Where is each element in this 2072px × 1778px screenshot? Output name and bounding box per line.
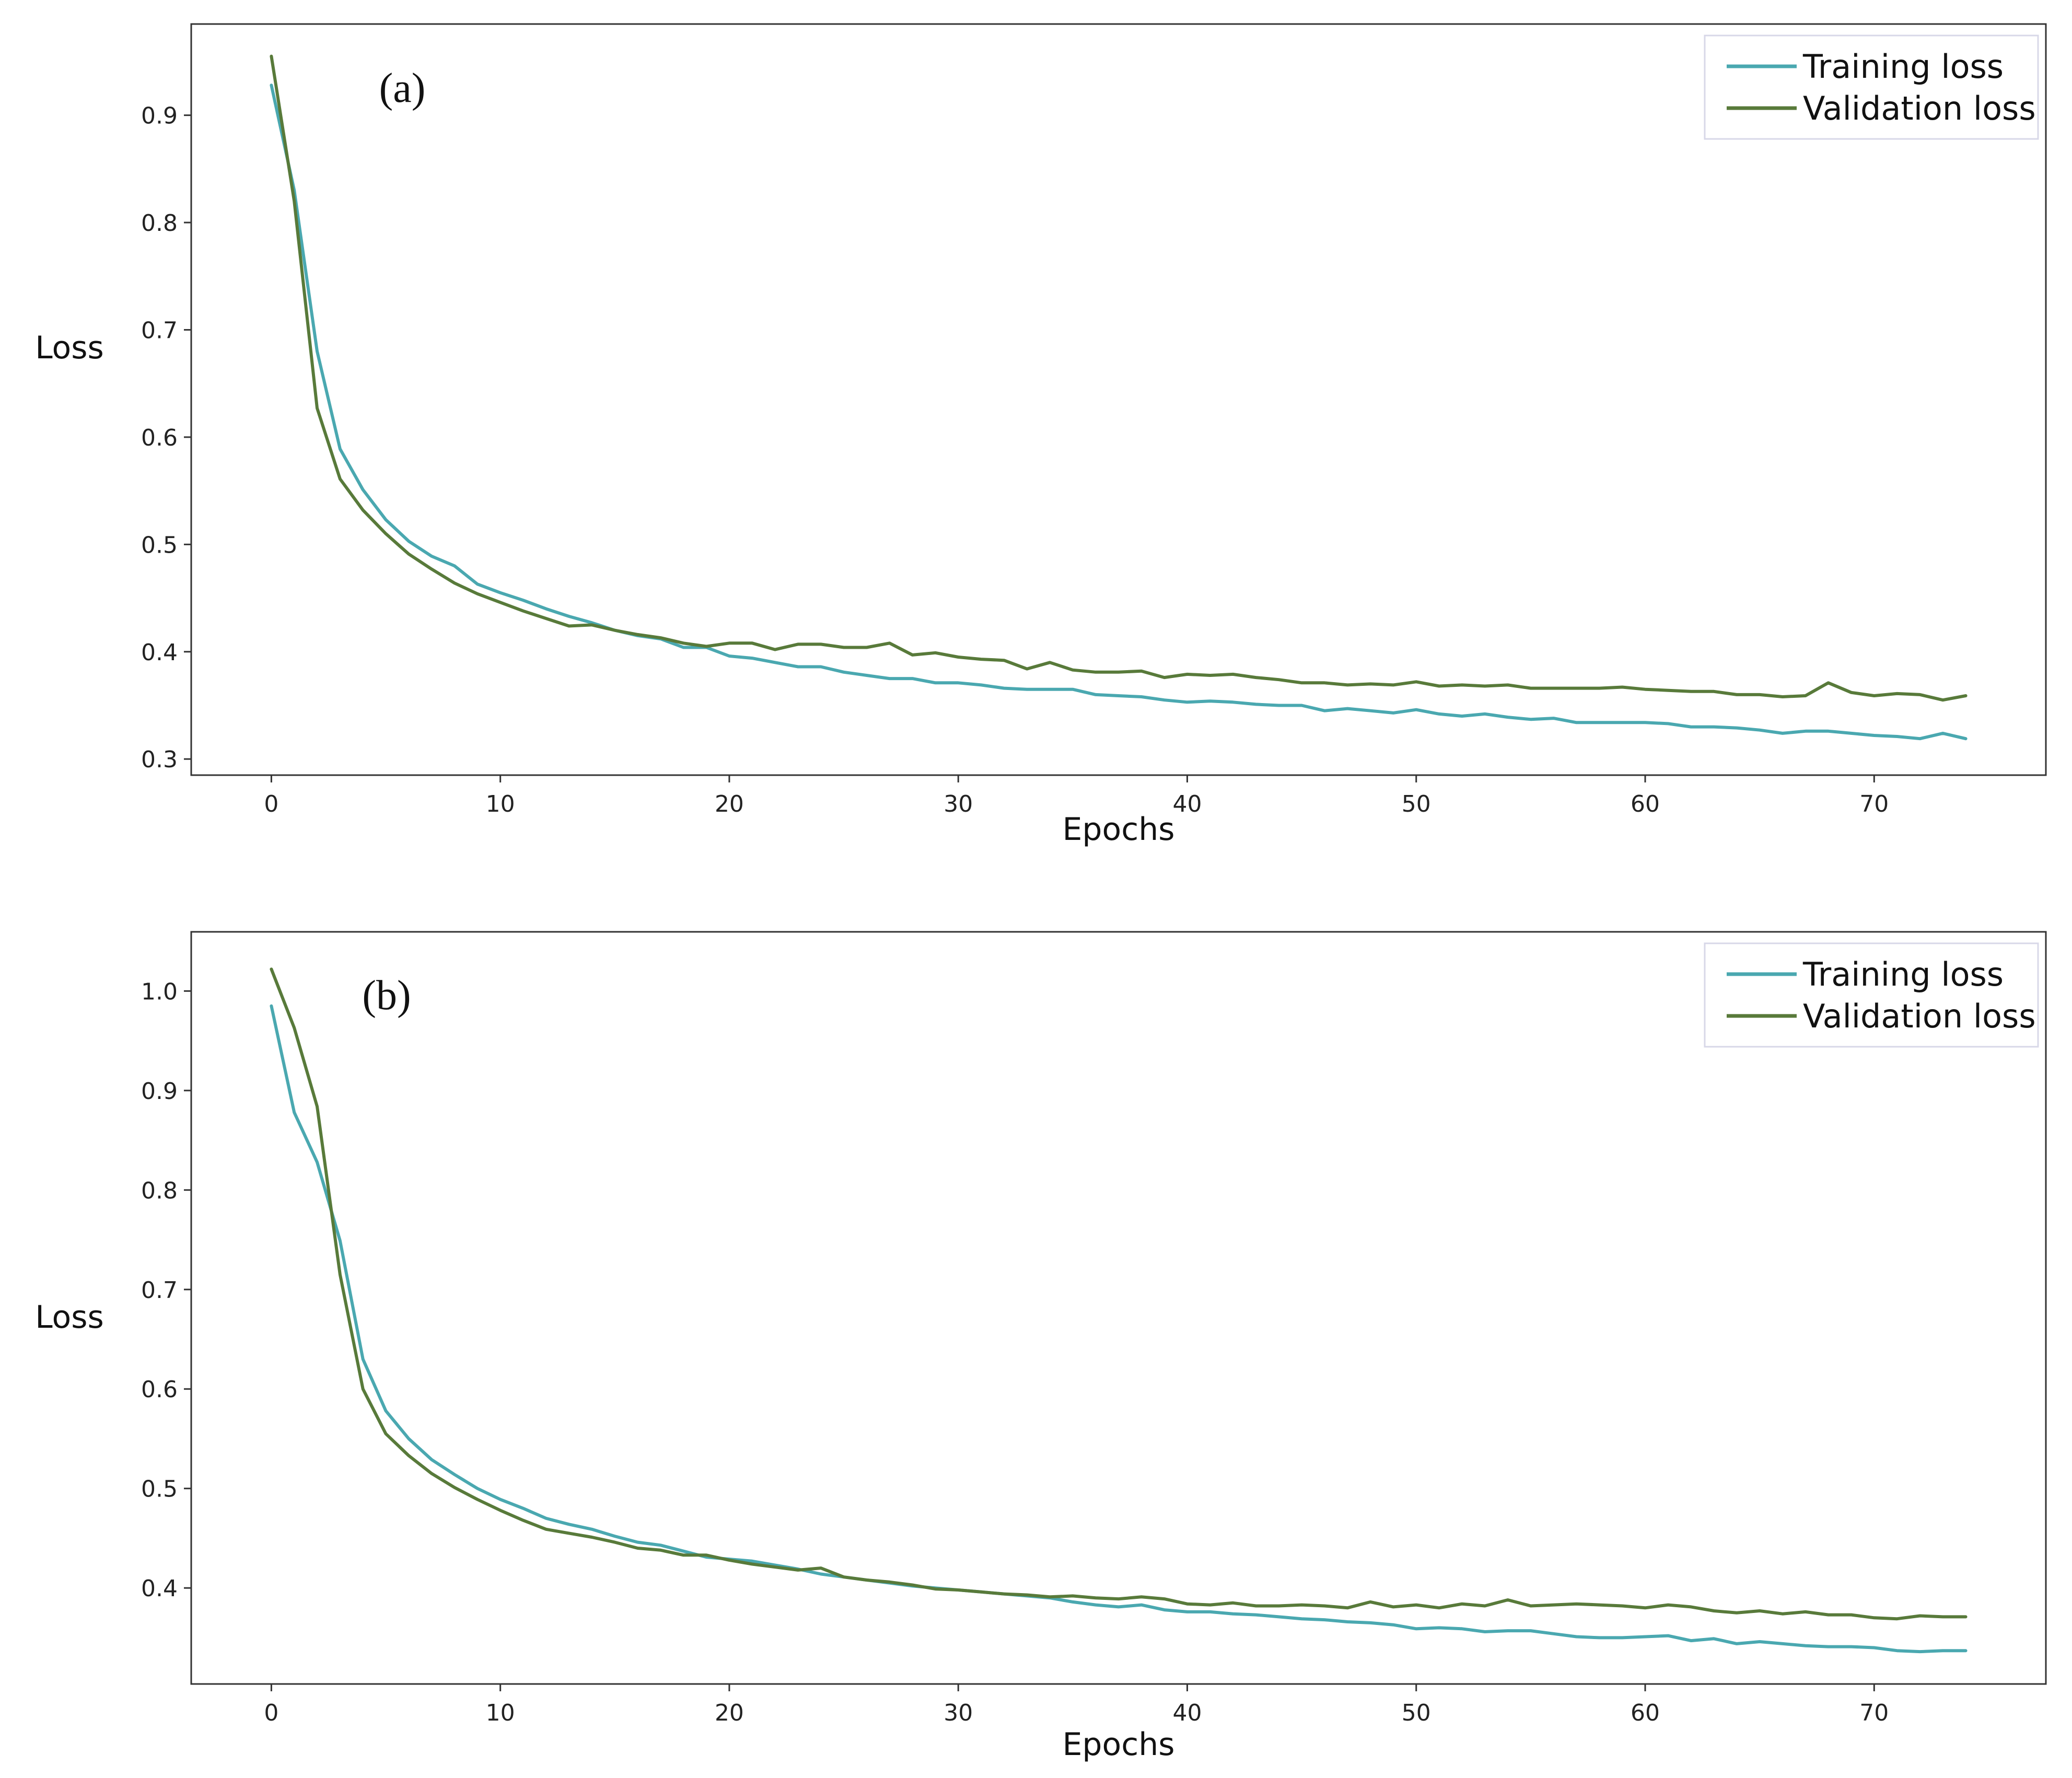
y-axis-title: Loss xyxy=(35,330,104,366)
legend-label: Training loss xyxy=(1802,48,2004,86)
x-tick-label: 60 xyxy=(1631,1700,1660,1726)
validation-loss-line xyxy=(270,54,1968,702)
training-loss-line xyxy=(270,84,1968,741)
chart-panel-a: 0 10 20 30 40 50 60 70 0.3 0.4 0.5 0.6 0.7 0.8 0.9 (a) E… xyxy=(35,23,2047,848)
x-axis-title: Epochs xyxy=(1063,1726,1175,1763)
x-tick-label: 0 xyxy=(264,791,278,817)
y-tick-label: 0.9 xyxy=(141,103,178,130)
x-axis-title: Epochs xyxy=(1063,811,1175,848)
x-tick-label: 10 xyxy=(486,791,515,817)
panel-label: (a) xyxy=(379,65,426,111)
legend-label: Validation loss xyxy=(1803,997,2036,1035)
x-tick-label: 20 xyxy=(715,791,744,817)
y-tick-label: 0.7 xyxy=(141,1277,178,1304)
plot-frame xyxy=(190,931,2047,1685)
chart-panel-b: 0 10 20 30 40 50 60 70 0.4 0.5 0.6 0.7 0.8 0.9 1.0 (b) E… xyxy=(35,931,2047,1763)
y-tick-label: 1.0 xyxy=(141,978,178,1005)
x-tick-label: 70 xyxy=(1859,791,1889,817)
legend-box xyxy=(1704,942,2039,1048)
x-tick-label: 20 xyxy=(715,1700,744,1726)
panel-label: (b) xyxy=(362,973,411,1019)
y-tick-label: 0.5 xyxy=(141,1476,178,1503)
x-tick-label: 30 xyxy=(944,1700,973,1726)
y-tick-label: 0.3 xyxy=(141,746,178,773)
x-tick-label: 40 xyxy=(1172,1700,1202,1726)
training-loss-line xyxy=(270,1004,1968,1654)
y-tick-label: 0.6 xyxy=(141,425,178,451)
y-tick-label: 0.5 xyxy=(141,532,178,558)
x-tick-label: 30 xyxy=(944,791,973,817)
y-axis-title: Loss xyxy=(35,1299,104,1336)
legend-box xyxy=(1704,34,2039,140)
y-tick-label: 0.8 xyxy=(141,1177,178,1204)
x-tick-label: 70 xyxy=(1859,1700,1889,1726)
x-tick-label: 50 xyxy=(1402,1700,1431,1726)
x-tick-label: 40 xyxy=(1172,791,1202,817)
x-tick-label: 50 xyxy=(1402,791,1431,817)
plot-frame xyxy=(190,23,2047,776)
legend: Training loss Validation loss xyxy=(1704,942,2039,1048)
x-tick-label: 10 xyxy=(486,1700,515,1726)
y-tick-label: 0.4 xyxy=(141,639,178,666)
validation-loss-line xyxy=(270,967,1968,1621)
legend-label: Training loss xyxy=(1802,955,2004,993)
y-tick-label: 0.4 xyxy=(141,1575,178,1602)
y-tick-label: 0.8 xyxy=(141,210,178,237)
x-tick-label: 60 xyxy=(1631,791,1660,817)
y-tick-label: 0.9 xyxy=(141,1078,178,1105)
y-tick-label: 0.7 xyxy=(141,317,178,344)
y-tick-label: 0.6 xyxy=(141,1376,178,1403)
legend-label: Validation loss xyxy=(1803,89,2036,127)
x-tick-label: 0 xyxy=(264,1700,278,1726)
